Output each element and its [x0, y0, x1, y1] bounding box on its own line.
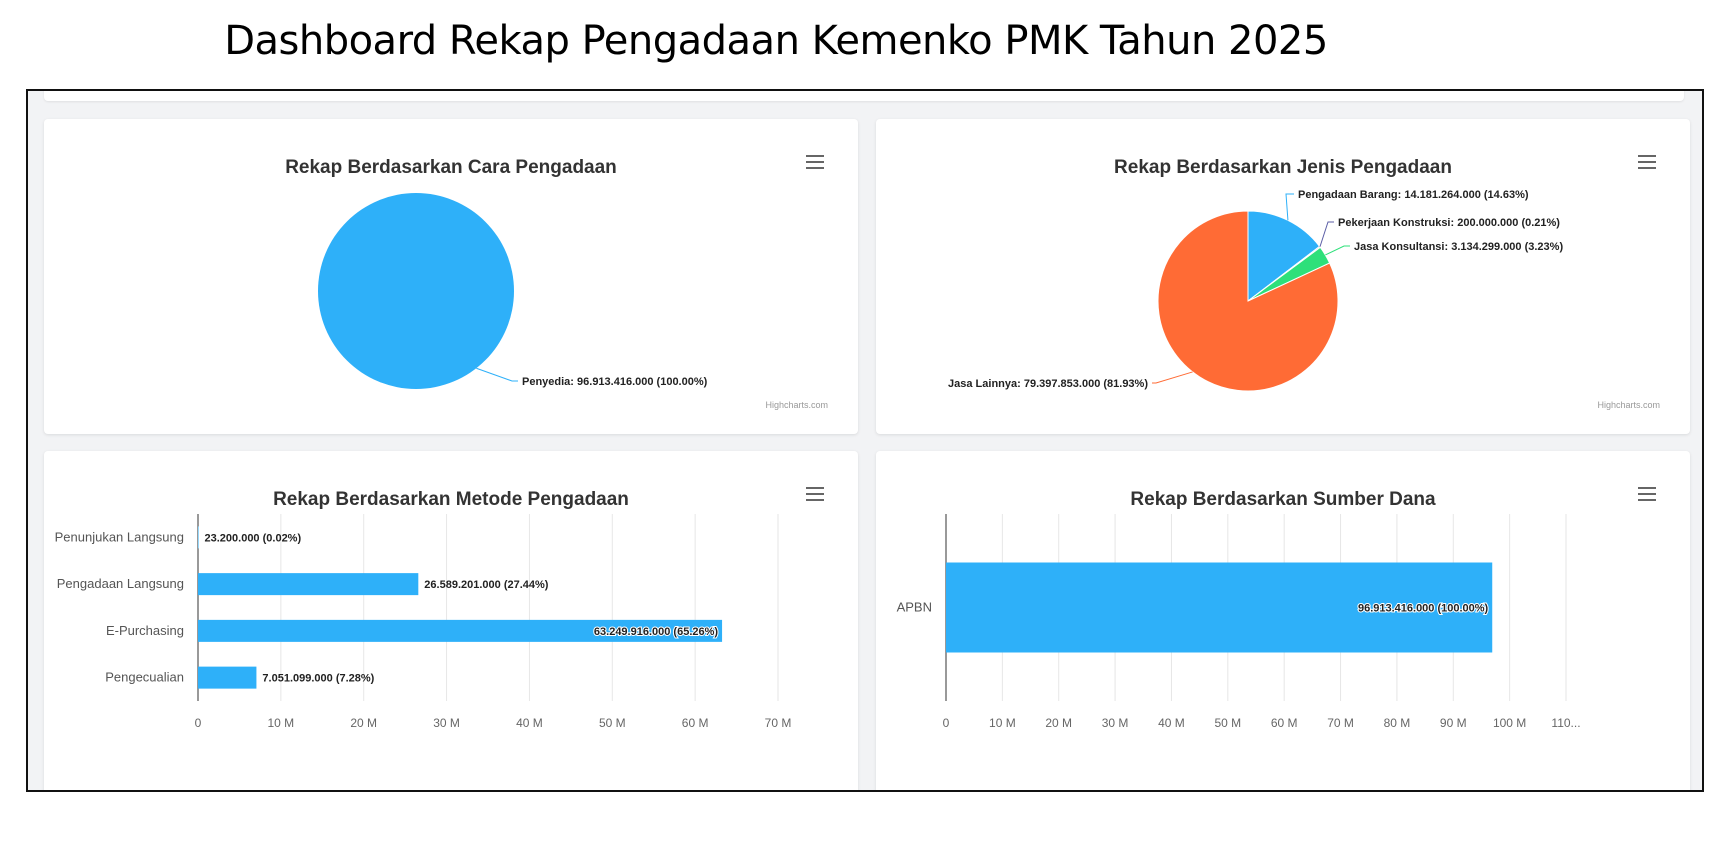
card-sumber-dana: Rekap Berdasarkan Sumber Dana 0 10 M 20 M 3… — [876, 451, 1690, 790]
bar-chart-sumber: 0 10 M 20 M 30 M 40 M 50 M 60 M 70 M 80 M 90 M 100… — [897, 514, 1581, 730]
card-jenis-pengadaan: Rekap Berdasarkan Jenis Pengadaan Pengad… — [876, 119, 1690, 434]
bar-data-label: 7.051.099.000 (7.28%) — [262, 673, 374, 685]
bar-chart-metode: 0 10 M 20 M 30 M 40 M 50 M 60 M 70 M Penunjukan … — [55, 514, 792, 730]
x-tick-label: 70 M — [765, 716, 792, 730]
x-tick-label: 20 M — [1045, 716, 1072, 730]
x-tick-label: 40 M — [1158, 716, 1185, 730]
label-connector — [1319, 221, 1334, 248]
pie-slice[interactable] — [318, 193, 514, 389]
x-tick-label: 60 M — [1271, 716, 1298, 730]
top-card-strip — [44, 91, 1684, 101]
x-tick-label: 110... — [1551, 716, 1580, 730]
y-category-label: Pengadaan Langsung — [57, 576, 184, 591]
y-category-label: Pengecualian — [105, 670, 184, 685]
x-tick-label: 80 M — [1384, 716, 1411, 730]
bar-data-label: 63.249.916.000 (65.26%) — [594, 626, 718, 638]
x-tick-label: 0 — [943, 716, 950, 730]
bar-data-label: 23.200.000 (0.02%) — [205, 532, 302, 544]
bar[interactable] — [198, 666, 257, 689]
pie-chart-jenis: Pengadaan Barang: 14.181.264.000 (14.63%… — [948, 189, 1563, 392]
x-tick-label: 30 M — [433, 716, 460, 730]
x-tick-label: 100 M — [1493, 716, 1526, 730]
x-tick-label: 30 M — [1102, 716, 1129, 730]
y-category-label: E-Purchasing — [106, 623, 184, 638]
x-tick-label: 20 M — [350, 716, 377, 730]
pie-data-label: Pekerjaan Konstruksi: 200.000.000 (0.21%… — [1338, 217, 1560, 229]
x-tick-label: 10 M — [989, 716, 1016, 730]
x-tick-label: 60 M — [682, 716, 709, 730]
label-connector — [1285, 193, 1294, 221]
credit-text: Highcharts.com — [765, 400, 828, 410]
pie-chart-cara: Penyedia: 96.913.416.000 (100.00%) — [318, 193, 708, 389]
bar[interactable] — [198, 619, 723, 642]
y-category-label: Penunjukan Langsung — [55, 529, 184, 544]
pie-data-label: Jasa Lainnya: 79.397.853.000 (81.93%) — [948, 378, 1148, 390]
x-tick-label: 10 M — [268, 716, 295, 730]
x-tick-label: 50 M — [599, 716, 626, 730]
pie-slice[interactable] — [1247, 210, 1321, 303]
pie-data-label: Penyedia: 96.913.416.000 (100.00%) — [522, 376, 708, 388]
chart-title: Rekap Berdasarkan Jenis Pengadaan — [1114, 157, 1452, 178]
hamburger-menu-icon[interactable] — [806, 487, 824, 501]
bar-data-label: 96.913.416.000 (100.00%) — [1358, 603, 1489, 615]
pie-data-label: Pengadaan Barang: 14.181.264.000 (14.63%… — [1298, 189, 1529, 201]
hamburger-menu-icon[interactable] — [806, 155, 824, 169]
chart-title: Rekap Berdasarkan Metode Pengadaan — [273, 489, 629, 510]
card-cara-pengadaan: Rekap Berdasarkan Cara Pengadaan Penyedi… — [44, 119, 858, 434]
dashboard-frame: Rekap Berdasarkan Cara Pengadaan Penyedi… — [26, 89, 1704, 792]
pie-data-label: Jasa Konsultansi: 3.134.299.000 (3.23%) — [1354, 241, 1563, 253]
label-connector — [476, 367, 518, 382]
x-tick-label: 0 — [195, 716, 202, 730]
label-connector — [1152, 371, 1193, 384]
chart-title: Rekap Berdasarkan Cara Pengadaan — [285, 157, 617, 178]
bar-data-label: 26.589.201.000 (27.44%) — [424, 579, 548, 591]
bar[interactable] — [198, 526, 199, 549]
y-category-label: APBN — [897, 600, 932, 615]
x-tick-label: 50 M — [1214, 716, 1241, 730]
bar[interactable] — [946, 562, 1493, 653]
page-title: Dashboard Rekap Pengadaan Kemenko PMK Ta… — [224, 18, 1328, 64]
label-connector — [1325, 245, 1350, 256]
chart-title: Rekap Berdasarkan Sumber Dana — [1130, 489, 1436, 510]
card-metode-pengadaan: Rekap Berdasarkan Metode Pengadaan 0 10 M… — [44, 451, 858, 790]
hamburger-menu-icon[interactable] — [1638, 487, 1656, 501]
hamburger-menu-icon[interactable] — [1638, 155, 1656, 169]
pie-slice[interactable] — [1157, 210, 1339, 392]
bar[interactable] — [198, 573, 419, 596]
x-tick-label: 40 M — [516, 716, 543, 730]
x-tick-label: 90 M — [1440, 716, 1467, 730]
x-tick-label: 70 M — [1327, 716, 1354, 730]
credit-text: Highcharts.com — [1597, 400, 1660, 410]
